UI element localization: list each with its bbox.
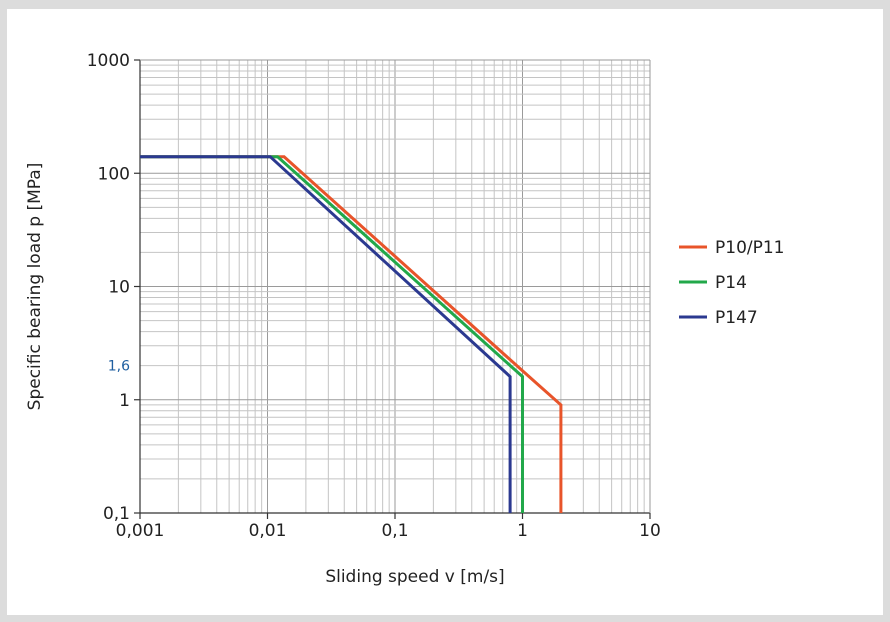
- x-tick-label: 0,001: [116, 521, 165, 541]
- x-tick-label: 0,01: [249, 521, 287, 541]
- x-tick-label: 10: [639, 521, 661, 541]
- y-tick-label: 1000: [87, 51, 130, 71]
- series-lines: [140, 155, 563, 513]
- x-tick-label: 0,1: [381, 521, 408, 541]
- x-axis-label: Sliding speed v [m/s]: [325, 567, 504, 587]
- series-line-0: [140, 155, 563, 513]
- x-tick-labels: 0,001 0,01 0,1 1 10: [116, 513, 661, 541]
- y-tick-label: 10: [108, 278, 130, 298]
- bearing-load-chart: 0,001 0,01 0,1 1 10 0,1 1 10 100 1000 1,6 Slidin…: [25, 51, 785, 587]
- x-tick-label: 1: [517, 521, 528, 541]
- legend-label-1: P14: [715, 273, 747, 293]
- annotation-label: 1,6: [108, 359, 130, 375]
- chart-card: 0,001 0,01 0,1 1 10 0,1 1 10 100 1000 1,6 Slidin…: [7, 9, 883, 615]
- legend: P10/P11 P14 P147: [679, 238, 785, 328]
- y-tick-label: 1: [119, 391, 130, 411]
- y-tick-label: 0,1: [103, 504, 130, 524]
- y-axis-label: Specific bearing load p [MPa]: [25, 163, 45, 411]
- grid: [139, 60, 650, 514]
- legend-label-0: P10/P11: [715, 238, 785, 258]
- y-tick-labels: 0,1 1 10 100 1000: [87, 51, 140, 524]
- legend-label-2: P147: [715, 308, 758, 328]
- y-tick-label: 100: [98, 164, 130, 184]
- series-line-2: [140, 155, 512, 513]
